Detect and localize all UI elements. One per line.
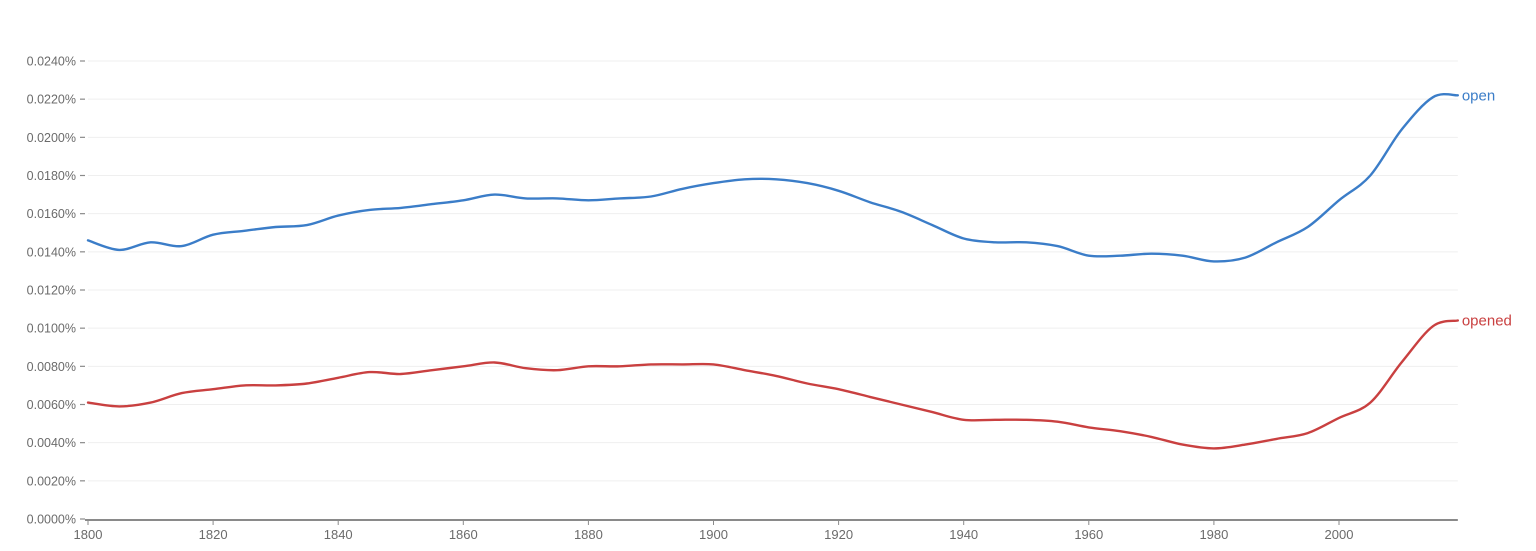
x-tick-label: 1980 <box>1199 527 1228 542</box>
y-tick-label: 0.0220% <box>27 93 76 107</box>
y-tick-label: 0.0160% <box>27 207 76 221</box>
y-tick-label: 0.0180% <box>27 169 76 183</box>
y-tick-label: 0.0100% <box>27 322 76 336</box>
x-tick-label: 1880 <box>574 527 603 542</box>
x-tick-label: 1960 <box>1074 527 1103 542</box>
x-tick-label: 1840 <box>324 527 353 542</box>
y-tick-label: 0.0060% <box>27 398 76 412</box>
gridlines <box>88 60 1458 482</box>
series-line-open[interactable] <box>86 93 1459 263</box>
y-tick-label: 0.0240% <box>27 55 76 69</box>
y-tick-label: 0.0080% <box>27 360 76 374</box>
series-label-open: open <box>1462 87 1495 104</box>
series-line-opened[interactable] <box>86 319 1459 450</box>
y-axis: 0.0000% 0.0020% 0.0040% 0.0060% 0.0080% 0.010… <box>27 55 85 527</box>
x-tick-label: 1820 <box>199 527 228 542</box>
y-tick-label: 0.0140% <box>27 245 76 259</box>
series-labels: open opened <box>1462 87 1512 329</box>
x-tick-label: 1800 <box>74 527 103 542</box>
x-tick-label: 1860 <box>449 527 478 542</box>
x-tick-label: 1900 <box>699 527 728 542</box>
series-lines <box>86 93 1459 450</box>
x-tick-label: 2000 <box>1325 527 1354 542</box>
x-tick-label: 1920 <box>824 527 853 542</box>
x-axis: 1800 1820 1840 1860 1880 1900 1920 1940 1960 1980… <box>74 519 1458 542</box>
y-tick-label: 0.0120% <box>27 284 76 298</box>
y-tick-label: 0.0000% <box>27 513 76 527</box>
x-tick-label: 1940 <box>949 527 978 542</box>
y-tick-label: 0.0020% <box>27 474 76 488</box>
series-label-opened: opened <box>1462 313 1512 330</box>
y-tick-label: 0.0200% <box>27 131 76 145</box>
y-tick-label: 0.0040% <box>27 436 76 450</box>
